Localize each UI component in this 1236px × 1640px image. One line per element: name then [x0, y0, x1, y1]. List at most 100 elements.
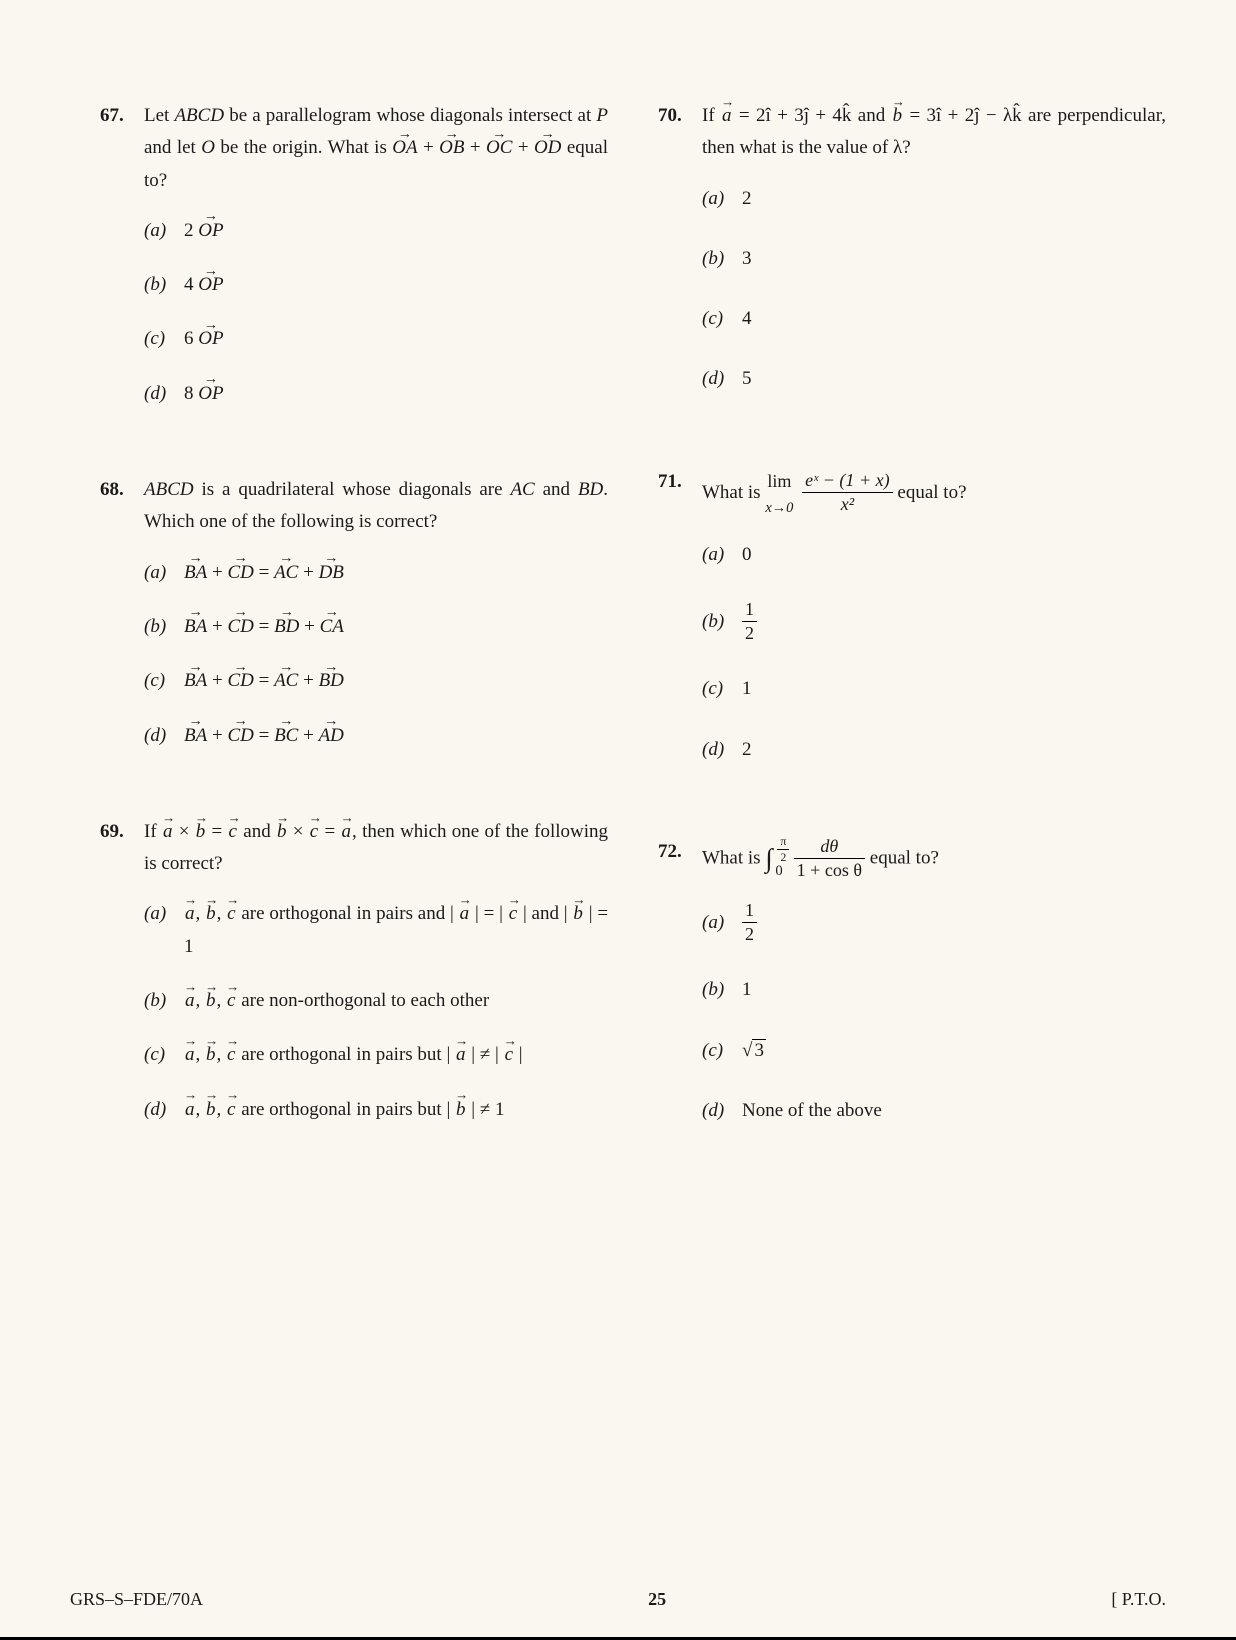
vec: c	[226, 985, 236, 1017]
option-text: a, b, c are orthogonal in pairs and | a …	[184, 898, 608, 963]
denominator: 2	[742, 622, 757, 645]
vector-OA: OA	[392, 132, 417, 164]
option-a: (a)2 OP	[144, 215, 608, 247]
two-column-layout: 67. Let ABCD be a parallelogram whose di…	[100, 100, 1166, 1197]
option-b: (b)1	[702, 974, 1166, 1006]
question-69: 69. If a × b = c and b × c = a, then whi…	[100, 816, 608, 1148]
option-b: (b)4 OP	[144, 269, 608, 301]
plus: +	[298, 562, 318, 583]
fraction: dθ1 + cos θ	[794, 836, 865, 882]
vec: a	[184, 1039, 196, 1071]
vec: CD	[227, 665, 253, 697]
option-b: (b)BA + CD = BD + CA	[144, 611, 608, 643]
option-label: (d)	[702, 363, 742, 395]
numerator: eˣ − (1 + x)	[802, 470, 893, 493]
option-d: (d)BA + CD = BC + AD	[144, 720, 608, 752]
vector-OB: OB	[439, 132, 464, 164]
txt: are orthogonal in pairs but	[236, 1099, 446, 1120]
fraction: 12	[742, 900, 757, 946]
question-stem: What is ∫π20 dθ1 + cos θ equal to?	[702, 836, 1166, 882]
vec: b	[205, 898, 217, 930]
option-d: (d)a, b, c are orthogonal in pairs but |…	[144, 1094, 608, 1126]
option-label: (b)	[702, 974, 742, 1006]
vec: a	[455, 1039, 467, 1071]
option-text: 1	[742, 673, 1166, 705]
option-c: (c)1	[702, 673, 1166, 705]
option-label: (b)	[702, 606, 742, 638]
plus: +	[207, 562, 227, 583]
vec: a	[459, 898, 471, 930]
question-body: Let ABCD be a parallelogram whose diagon…	[144, 100, 608, 432]
option-label: (a)	[144, 215, 184, 247]
vec: CD	[227, 720, 253, 752]
option-a: (a)a, b, c are orthogonal in pairs and |…	[144, 898, 608, 963]
option-label: (b)	[144, 611, 184, 643]
option-label: (a)	[702, 183, 742, 215]
option-d: (d)8 OP	[144, 378, 608, 410]
option-b: (b)3	[702, 243, 1166, 275]
question-stem: If a × b = c and b × c = a, then which o…	[144, 816, 608, 881]
option-text: None of the above	[742, 1095, 1166, 1127]
eq: =	[254, 670, 274, 691]
txt: | and |	[518, 903, 572, 924]
stem-text: equal to?	[870, 847, 939, 868]
vec: AD	[319, 720, 344, 752]
vector-OC: OC	[486, 132, 512, 164]
option-a: (a)0	[702, 539, 1166, 571]
question-stem: What is limx→0 eˣ − (1 + x)x² equal to?	[702, 466, 1166, 521]
plus: +	[512, 137, 534, 158]
option-label: (a)	[702, 907, 742, 939]
stem-text: What is	[702, 847, 765, 868]
option-label: (d)	[144, 720, 184, 752]
option-label: (c)	[702, 673, 742, 705]
and: and	[535, 479, 578, 500]
plus: +	[299, 616, 319, 637]
vector-OD: OD	[534, 132, 561, 164]
denominator: 1 + cos θ	[794, 859, 865, 882]
question-body: What is limx→0 eˣ − (1 + x)x² equal to? …	[702, 466, 1166, 794]
question-67: 67. Let ABCD be a parallelogram whose di…	[100, 100, 608, 432]
question-number: 69.	[100, 816, 144, 1148]
vec: c	[226, 898, 236, 930]
option-text: √3	[742, 1035, 1166, 1067]
option-text: BA + CD = AC + BD	[184, 665, 608, 697]
option-c: (c)√3	[702, 1035, 1166, 1067]
question-72: 72. What is ∫π20 dθ1 + cos θ equal to? (…	[658, 836, 1166, 1155]
txt: are orthogonal in pairs but	[236, 1044, 446, 1065]
vec: c	[226, 1039, 236, 1071]
question-number: 71.	[658, 466, 702, 794]
exam-page: 67. Let ABCD be a parallelogram whose di…	[0, 0, 1236, 1640]
option-text: 4	[742, 303, 1166, 335]
eq: = 2î + 3ĵ + 4k̂ and	[733, 105, 892, 126]
vec: a	[184, 898, 196, 930]
option-c: (c)6 OP	[144, 323, 608, 355]
denominator: x²	[802, 493, 893, 516]
option-label: (d)	[144, 1094, 184, 1126]
question-number: 72.	[658, 836, 702, 1155]
var-bd: BD	[578, 479, 603, 500]
option-label: (a)	[144, 557, 184, 589]
option-label: (c)	[702, 303, 742, 335]
plus: +	[464, 137, 486, 158]
stem-text: is a quadrilateral whose diagonals are	[194, 479, 511, 500]
vec: b	[572, 898, 584, 930]
coef: 4	[184, 274, 194, 295]
option-c: (c)BA + CD = AC + BD	[144, 665, 608, 697]
question-68: 68. ABCD is a quadrilateral whose diagon…	[100, 474, 608, 774]
option-a: (a)2	[702, 183, 1166, 215]
option-text: 12	[742, 900, 1166, 946]
option-text: 5	[742, 363, 1166, 395]
stem-text: Let	[144, 105, 174, 126]
option-text: 12	[742, 599, 1166, 645]
eq: =	[254, 562, 274, 583]
option-label: (d)	[702, 734, 742, 766]
vec: BA	[184, 611, 207, 643]
option-text: 4 OP	[184, 269, 608, 301]
numerator: 1	[742, 900, 757, 923]
vec: a	[184, 1094, 196, 1126]
vec: b	[205, 1094, 217, 1126]
option-a: (a)BA + CD = AC + DB	[144, 557, 608, 589]
option-a: (a)12	[702, 900, 1166, 946]
vec-b: b	[276, 816, 288, 848]
option-text: 3	[742, 243, 1166, 275]
